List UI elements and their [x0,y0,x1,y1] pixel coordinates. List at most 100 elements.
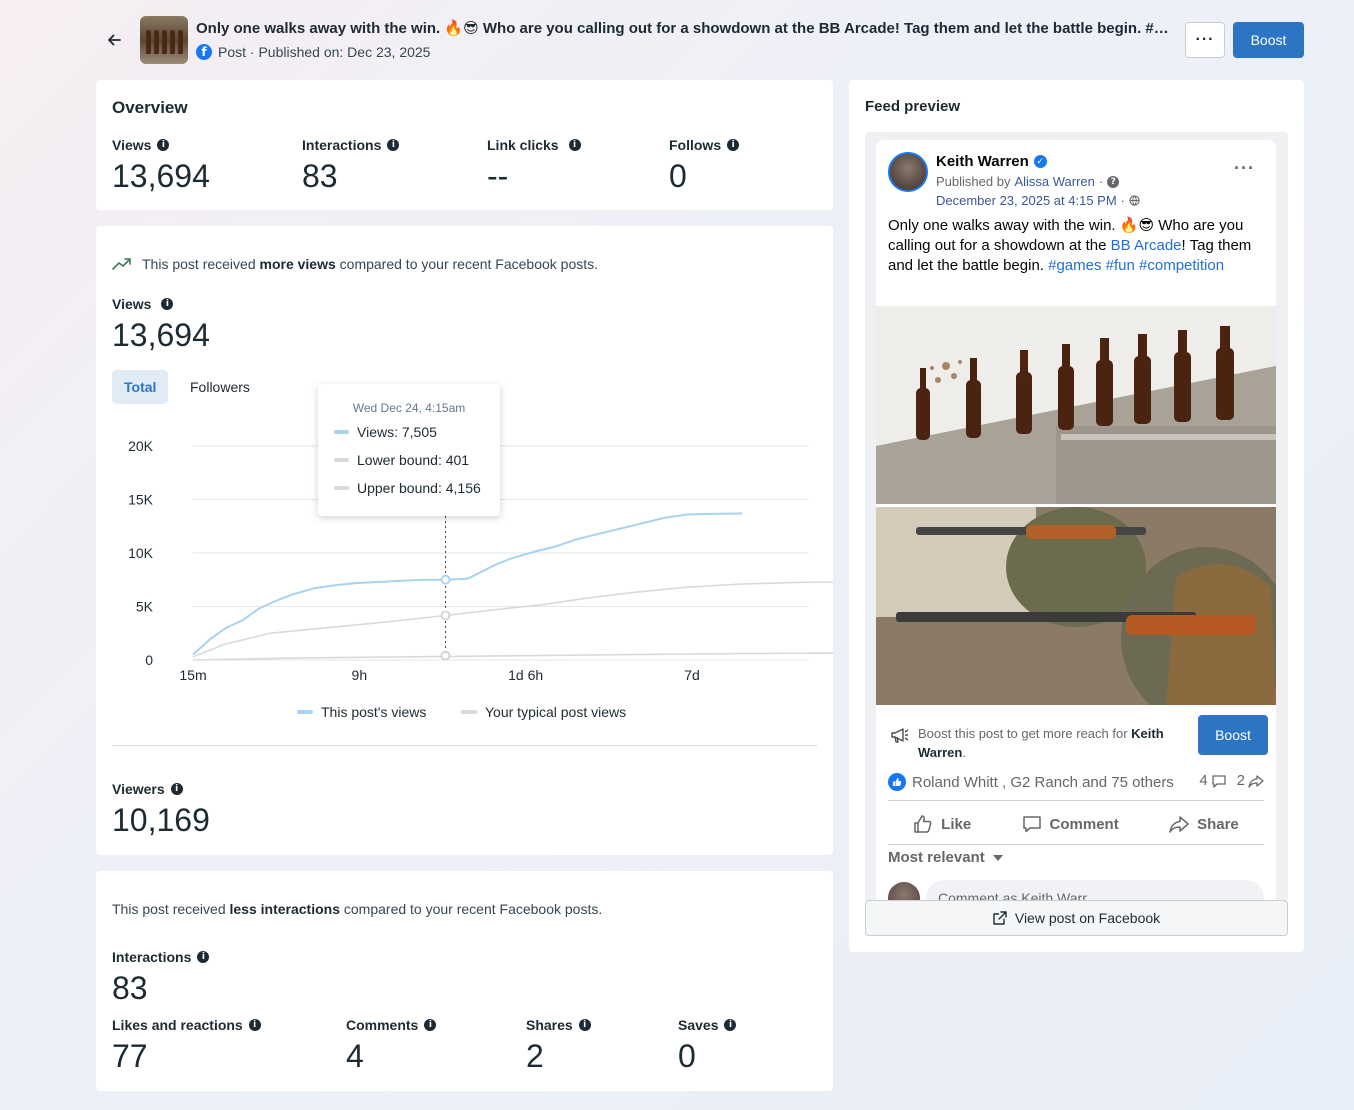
boost-prompt: Boost this post to get more reach for Ke… [918,724,1186,762]
post-text: Only one walks away with the win. 🔥😎 Who… [888,216,1266,276]
metric-label-text: Link clicks [487,137,559,153]
avatar[interactable] [888,152,928,192]
likes-reactions-value: 77 [112,1038,148,1074]
info-icon[interactable]: i [568,139,581,151]
boost-button[interactable]: Boost [1233,22,1304,58]
y-tick-label: 10K [128,545,154,561]
published-by-prefix: Published by [936,174,1011,189]
note-post: compared to your recent Facebook posts. [335,256,599,272]
legend-label: This post's views [321,704,427,720]
tooltip-row-lower: Lower bound: 401 [334,452,469,468]
interactions-label: Interactions i [112,949,210,965]
metric-value-follows: 0 [669,158,687,194]
comment-button[interactable]: Comment [1022,808,1119,840]
x-tick-label: 7d [684,667,700,683]
boost-post-button[interactable]: Boost [1198,715,1268,755]
feed-preview-frame[interactable]: Keith Warren ✓ Published by Alissa Warre… [865,132,1288,902]
post-image-shooters[interactable] [876,507,1276,705]
more-options-button[interactable]: ··· [1185,22,1225,58]
trending-up-icon [112,258,131,270]
comment-sort-label: Most relevant [888,849,985,866]
post-title: Only one walks away with the win. 🔥😎 Who… [196,20,1176,37]
comment-count-value: 4 [1199,772,1208,789]
post-image-bottles[interactable] [876,306,1276,504]
view-on-facebook-button[interactable]: View post on Facebook [865,900,1288,936]
views-comparison-note: This post received more views compared t… [112,256,598,272]
info-icon[interactable]: i [387,139,400,151]
like-reaction-icon [888,773,906,791]
info-icon[interactable]: i [578,1019,591,1031]
legend-this-post[interactable]: This post's views [297,704,426,720]
tooltip-views-text: Views: 7,505 [357,424,437,440]
shares-label: Shares i [526,1017,591,1033]
info-icon[interactable]: i [157,139,170,151]
info-icon[interactable]: i [161,298,174,310]
metric-label-follows: Follows i [669,137,740,153]
divider [888,800,1264,801]
post-author[interactable]: Keith Warren ✓ [936,153,1047,170]
views-line-chart[interactable]: 0 5K 10K 15K 20K 15m 9h 1d 6h 7d [96,226,833,696]
facebook-post: Keith Warren ✓ Published by Alissa Warre… [876,140,1276,900]
author-name[interactable]: Keith Warren [936,153,1029,170]
share-arrow-icon [1248,774,1264,788]
info-icon[interactable]: i [197,951,210,963]
tab-followers[interactable]: Followers [190,379,250,395]
feed-preview-card: Feed preview Keith Warren ✓ Published by… [849,80,1304,952]
legend-swatch [297,710,313,714]
tooltip-lower-text: Lower bound: 401 [357,452,470,468]
comment-sort-dropdown[interactable]: Most relevant [888,849,1003,866]
x-tick-label: 9h [352,667,368,683]
share-icon [1169,816,1189,833]
info-icon[interactable]: i [724,1019,737,1031]
legend-label: Your typical post views [485,704,627,720]
divider [112,745,817,746]
back-arrow-icon[interactable] [104,30,124,50]
comment-input[interactable]: Comment as Keith Warr... [926,880,1264,900]
hashtags-link[interactable]: #games #fun #competition [1048,257,1225,274]
info-icon[interactable]: i [248,1019,261,1031]
share-button[interactable]: Share [1169,808,1239,840]
note-pre: This post received [112,901,230,917]
viewers-label-text: Viewers [112,781,165,797]
metric-label-text: Views [112,137,152,153]
tab-total[interactable]: Total [112,370,169,404]
overview-title: Overview [112,98,188,117]
info-icon[interactable]: i [727,139,740,151]
page-mention-link[interactable]: BB Arcade [1110,237,1182,254]
info-icon[interactable]: i [170,783,183,795]
share-count-value: 2 [1236,772,1245,789]
reactions-row: Roland Whitt , G2 Ranch and 75 others 4 … [888,768,1264,796]
hover-point-marker [440,574,451,585]
metric-label-text: Follows [669,137,722,153]
likes-reactions-label: Likes and reactions i [112,1017,261,1033]
comment-count[interactable]: 4 [1199,772,1226,789]
views-label: Views i [112,296,174,312]
reactions-text[interactable]: Roland Whitt , G2 Ranch and 75 others [912,773,1174,791]
metric-value-interactions: 83 [302,158,338,194]
help-icon[interactable]: ? [1107,175,1120,188]
share-count[interactable]: 2 [1237,772,1264,789]
sub-label-text: Likes and reactions [112,1017,243,1033]
like-button[interactable]: Like [913,808,971,840]
post-date-link[interactable]: December 23, 2025 at 4:15 PM [936,193,1117,208]
caret-down-icon [992,854,1003,861]
tooltip-upper-text: Upper bound: 4,156 [357,480,481,496]
legend-typical[interactable]: Your typical post views [461,704,626,720]
interactions-card: This post received less interactions com… [96,871,833,1091]
post-menu-icon[interactable]: ··· [1234,158,1255,178]
like-label: Like [941,815,972,833]
share-label: Share [1197,815,1239,833]
post-published-info: Post · Published on: Dec 23, 2025 [218,44,431,60]
series-line-upper-bound [192,581,833,658]
note-text: This post received less interactions com… [112,901,602,917]
engagement-counts: 4 2 [1199,772,1264,789]
separator-dot: · [1098,174,1104,189]
metric-label-views: Views i [112,137,170,153]
views-value: 13,694 [112,317,210,353]
note-pre: This post received [142,256,260,272]
publisher-link[interactable]: Alissa Warren [1014,174,1095,189]
facebook-icon: f [196,44,212,60]
sub-label-text: Shares [526,1017,573,1033]
y-tick-label: 20K [128,438,154,454]
info-icon[interactable]: i [424,1019,437,1031]
